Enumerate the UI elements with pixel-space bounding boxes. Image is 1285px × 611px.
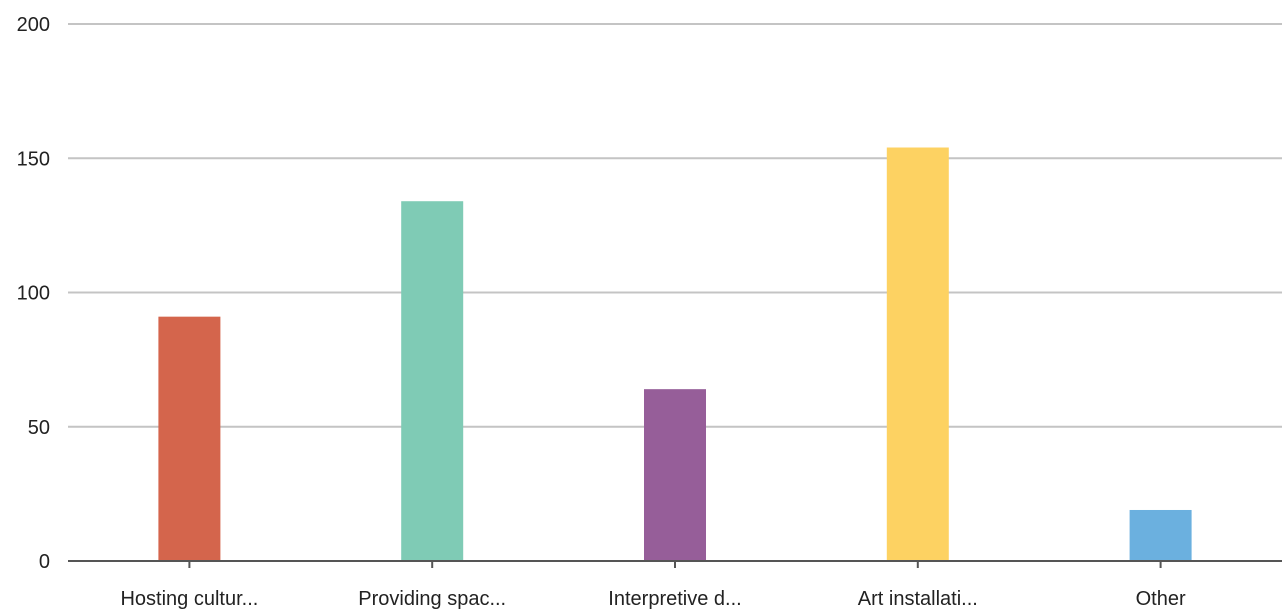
y-tick-label-150: 150 xyxy=(17,148,50,170)
y-tick-label-200: 200 xyxy=(17,14,50,36)
x-tick-label-4: Art installati... xyxy=(858,588,978,610)
x-axis: Hosting cultur... Providing spac... Interp… xyxy=(120,561,1186,610)
x-tick-label-2: Providing spac... xyxy=(358,588,506,610)
y-axis: 0 50 100 150 200 xyxy=(17,14,50,573)
gridlines xyxy=(68,23,1282,428)
bar-2 xyxy=(401,201,464,561)
bar-1 xyxy=(158,316,221,561)
x-tick-label-3: Interpretive d... xyxy=(608,588,741,610)
bar-4 xyxy=(886,147,949,561)
y-tick-label-100: 100 xyxy=(17,283,50,305)
bar-5 xyxy=(1129,509,1192,561)
y-tick-label-0: 0 xyxy=(39,551,50,573)
bars xyxy=(158,147,1192,561)
y-tick-label-50: 50 xyxy=(28,417,50,439)
x-tick-label-1: Hosting cultur... xyxy=(120,588,258,610)
x-tick-label-5: Other xyxy=(1136,588,1186,610)
bar-3 xyxy=(644,389,706,561)
